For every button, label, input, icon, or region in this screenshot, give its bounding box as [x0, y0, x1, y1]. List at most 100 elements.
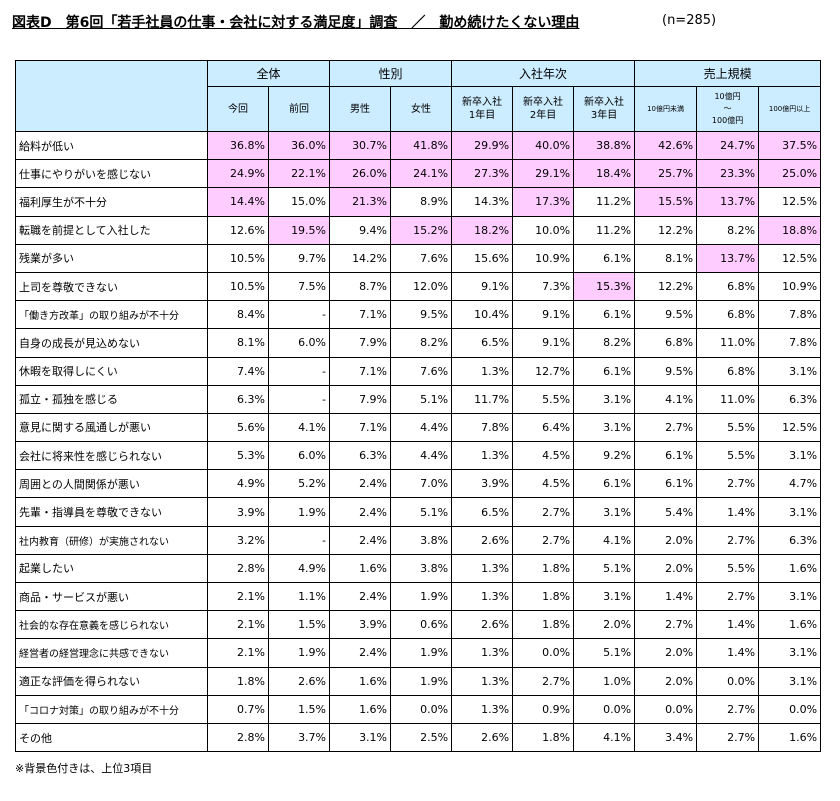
- value-cell: 0.7%: [207, 694, 269, 724]
- value-cell: 3.8%: [390, 525, 453, 555]
- column-header: 今回: [207, 86, 269, 132]
- value-cell: 29.9%: [451, 130, 514, 161]
- value-cell: 5.6%: [207, 412, 269, 443]
- value-cell: 0.0%: [573, 694, 636, 724]
- value-cell: 1.8%: [207, 666, 269, 696]
- value-cell: 12.7%: [512, 356, 575, 386]
- value-cell: 25.0%: [758, 159, 822, 189]
- value-cell: 5.1%: [390, 384, 453, 414]
- column-header: 新卒入社 1年目: [451, 86, 514, 132]
- value-cell: 2.4%: [329, 525, 392, 555]
- value-cell: 1.6%: [329, 553, 392, 584]
- value-cell: -: [267, 384, 331, 414]
- value-cell: 2.5%: [390, 722, 453, 753]
- value-cell: 2.7%: [512, 666, 575, 696]
- value-cell: 4.1%: [573, 525, 636, 555]
- row-label: 会社に将来性を感じられない: [15, 441, 208, 471]
- value-cell: 1.9%: [390, 638, 453, 668]
- value-cell: 4.5%: [512, 469, 575, 499]
- row-label: 転職を前提として入社した: [15, 215, 208, 245]
- value-cell: 1.6%: [758, 722, 822, 753]
- value-cell: 0.0%: [390, 694, 453, 724]
- value-cell: 0.0%: [512, 638, 575, 668]
- value-cell: 9.2%: [573, 441, 636, 471]
- value-cell: 1.4%: [696, 610, 760, 640]
- table-row: 「コロナ対策」の取り組みが不十分 0.7% 1.5% 1.6% 0.0% 1.3% 0.9%…: [15, 694, 822, 724]
- value-cell: 2.7%: [512, 497, 575, 527]
- value-cell: 2.7%: [696, 525, 760, 555]
- value-cell: 5.1%: [390, 497, 453, 527]
- value-cell: 2.0%: [634, 553, 698, 584]
- value-cell: 3.1%: [758, 441, 822, 471]
- value-cell: 1.9%: [390, 666, 453, 696]
- corner-cell: [15, 60, 208, 132]
- row-label: 「コロナ対策」の取り組みが不十分: [15, 694, 208, 724]
- value-cell: 9.1%: [512, 328, 575, 358]
- value-cell: 18.4%: [573, 159, 636, 189]
- value-cell: 3.1%: [758, 638, 822, 668]
- value-cell: 1.4%: [634, 581, 698, 612]
- column-header: 10億円未満: [634, 86, 698, 132]
- value-cell: 11.2%: [573, 187, 636, 217]
- value-cell: 10.0%: [512, 215, 575, 245]
- table-row: 孤立・孤独を感じる 6.3% -7.9% 5.1% 11.7% 5.5% 3.1% 4.1% 1…: [15, 384, 822, 414]
- value-cell: 7.1%: [329, 412, 392, 443]
- value-cell: 2.0%: [634, 525, 698, 555]
- value-cell: 29.1%: [512, 159, 575, 189]
- column-header: 新卒入社 3年目: [573, 86, 636, 132]
- value-cell: 14.4%: [207, 187, 269, 217]
- value-cell: 11.0%: [696, 384, 760, 414]
- value-cell: 1.8%: [512, 610, 575, 640]
- value-cell: 5.3%: [207, 441, 269, 471]
- value-cell: 1.3%: [451, 694, 514, 724]
- value-cell: 2.0%: [634, 666, 698, 696]
- value-cell: 4.4%: [390, 441, 453, 471]
- value-cell: 36.8%: [207, 130, 269, 161]
- results-table: 全体 性別 入社年次 売上規模 今回 前回 男性 女性 新卒入社 1年目 新卒入社 2年目 新卒入社 3…: [15, 60, 822, 753]
- value-cell: 2.4%: [329, 638, 392, 668]
- value-cell: 1.3%: [451, 356, 514, 386]
- value-cell: 18.8%: [758, 215, 822, 245]
- table-row: 会社に将来性を感じられない 5.3% 6.0% 6.3% 4.4% 1.3% 4.5% 9.2…: [15, 441, 822, 471]
- value-cell: 10.5%: [207, 271, 269, 302]
- row-label: 先輩・指導員を尊敬できない: [15, 497, 208, 527]
- value-cell: 15.6%: [451, 243, 514, 273]
- table-row: 社内教育（研修）が実施されない 3.2% -2.4% 3.8% 2.6% 2.7% 4.1%…: [15, 525, 822, 555]
- value-cell: 2.7%: [696, 469, 760, 499]
- row-label: 孤立・孤独を感じる: [15, 384, 208, 414]
- value-cell: 7.8%: [758, 300, 822, 330]
- row-label: 周囲との人間関係が悪い: [15, 469, 208, 499]
- value-cell: 15.0%: [267, 187, 331, 217]
- value-cell: 9.5%: [390, 300, 453, 330]
- value-cell: 4.1%: [573, 722, 636, 753]
- value-cell: 1.3%: [451, 666, 514, 696]
- table-row: 転職を前提として入社した 12.6% 19.5% 9.4% 15.2% 18.2% 10.0…: [15, 215, 822, 245]
- value-cell: 9.5%: [634, 356, 698, 386]
- value-cell: 6.5%: [451, 497, 514, 527]
- value-cell: 9.1%: [451, 271, 514, 302]
- table-body: 給料が低い 36.8% 36.0% 30.7% 41.8% 29.9% 40.0% 38.8%…: [15, 130, 822, 753]
- table-row: 商品・サービスが悪い 2.1% 1.1% 2.4% 1.9% 1.3% 1.8% 3.1% 1.…: [15, 581, 822, 612]
- value-cell: 2.6%: [451, 525, 514, 555]
- value-cell: 23.3%: [696, 159, 760, 189]
- value-cell: 15.2%: [390, 215, 453, 245]
- table-row: 休暇を取得しにくい 7.4% -7.1% 7.6% 1.3% 12.7% 6.1% 9.5% 6…: [15, 356, 822, 386]
- value-cell: 2.7%: [634, 412, 698, 443]
- column-header: 前回: [267, 86, 331, 132]
- value-cell: 2.1%: [207, 610, 269, 640]
- value-cell: 7.0%: [390, 469, 453, 499]
- value-cell: 8.9%: [390, 187, 453, 217]
- value-cell: 6.0%: [267, 441, 331, 471]
- column-header: 女性: [390, 86, 453, 132]
- value-cell: 3.1%: [573, 384, 636, 414]
- value-cell: 1.6%: [329, 694, 392, 724]
- column-header: 10億円～ 100億円: [696, 86, 760, 132]
- value-cell: -: [267, 300, 331, 330]
- row-label: 適正な評価を得られない: [15, 666, 208, 696]
- value-cell: 6.8%: [696, 300, 760, 330]
- value-cell: 3.1%: [758, 497, 822, 527]
- value-cell: 12.5%: [758, 187, 822, 217]
- value-cell: 17.3%: [512, 187, 575, 217]
- value-cell: 11.0%: [696, 328, 760, 358]
- value-cell: 14.2%: [329, 243, 392, 273]
